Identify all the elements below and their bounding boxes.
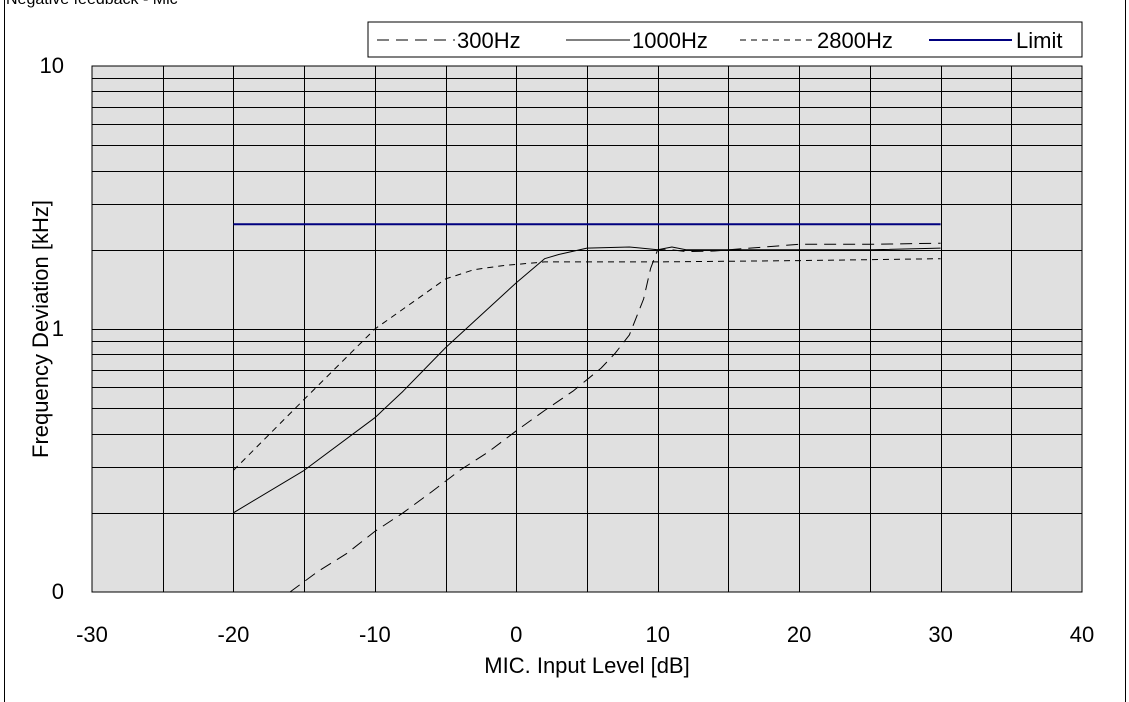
- x-tick-label: -30: [76, 622, 108, 647]
- x-tick-label: -20: [218, 622, 250, 647]
- tick-labels: -30 -20 -10 0 10 20 30 40 0 1 10: [40, 53, 1095, 647]
- x-tick-label: 0: [510, 622, 522, 647]
- legend-label-limit: Limit: [1016, 28, 1062, 53]
- series-line-2800hz: [233, 258, 941, 471]
- header-text: Negative feedback - Mic: [6, 0, 178, 8]
- x-tick-label: 20: [787, 622, 811, 647]
- x-tick-label: 40: [1070, 622, 1094, 647]
- legend-label-300hz: 300Hz: [457, 28, 521, 53]
- legend-label-1000hz: 1000Hz: [632, 28, 708, 53]
- series-line-1000hz: [233, 246, 941, 514]
- y-tick-label: 0: [52, 579, 64, 604]
- legend: 300Hz 1000Hz 2800Hz Limit: [367, 21, 1083, 58]
- series-lines: [233, 223, 941, 593]
- legend-label-2800hz: 2800Hz: [817, 28, 893, 53]
- x-tick-label: -10: [359, 622, 391, 647]
- x-tick-label: 30: [928, 622, 952, 647]
- y-tick-label: 1: [52, 316, 64, 341]
- x-tick-label: 10: [645, 622, 669, 647]
- series-line-300hz: [289, 242, 941, 593]
- grid-lines: [92, 66, 1082, 592]
- y-tick-label: 10: [40, 53, 64, 78]
- y-axis-title: Frequency Deviation [kHz]: [28, 200, 53, 458]
- x-axis-title: MIC. Input Level [dB]: [484, 653, 689, 678]
